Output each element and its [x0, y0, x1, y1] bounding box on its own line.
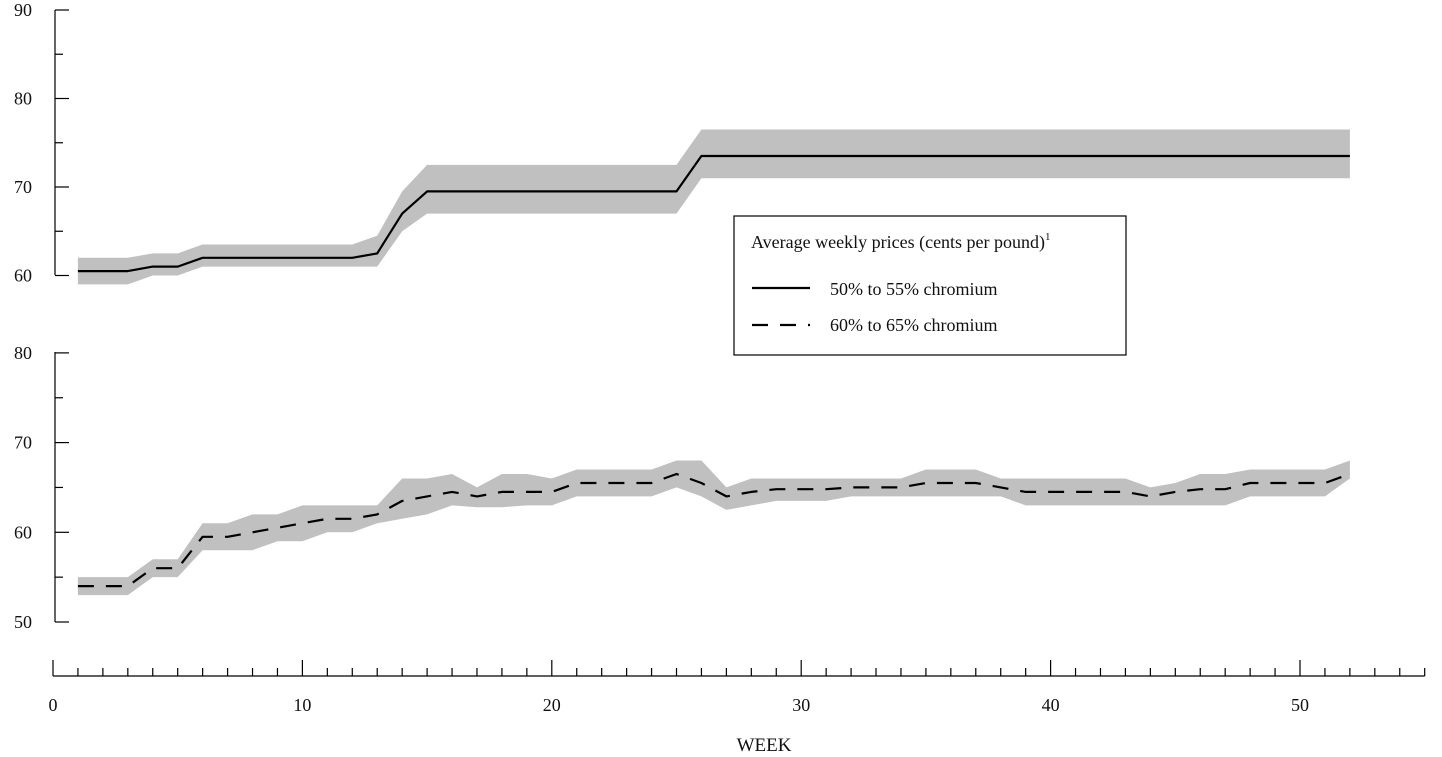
legend-item-60-65: 60% to 65% chromium — [830, 315, 997, 335]
top-panel: 60 70 80 90 — [14, 0, 1350, 286]
y-tick-label: 90 — [14, 0, 32, 20]
legend-item-50-55: 50% to 55% chromium — [830, 279, 997, 299]
series-line-60-65 — [77, 472, 1351, 588]
range-band-60-65 — [77, 460, 1350, 596]
y-tick-label: 70 — [14, 433, 32, 453]
y-tick-label: 60 — [14, 522, 32, 542]
legend-title-footnote: 1 — [1045, 231, 1051, 243]
legend-title: Average weekly prices (cents per pound)1 — [751, 231, 1051, 253]
x-tick-label: 40 — [1042, 695, 1060, 715]
range-band-50-55 — [77, 129, 1350, 285]
x-tick-label: 0 — [49, 695, 58, 715]
x-axis: 0 10 20 30 40 50 — [49, 660, 1426, 715]
x-tick-label: 30 — [792, 695, 810, 715]
y-tick-label: 50 — [14, 612, 32, 632]
legend-box — [733, 215, 1127, 356]
bottom-panel: 50 60 70 80 — [14, 343, 1351, 632]
series-line-50-55 — [77, 154, 1350, 273]
x-tick-label: 10 — [293, 695, 311, 715]
x-tick-label: 50 — [1291, 695, 1309, 715]
x-axis-title: WEEK — [737, 735, 792, 756]
y-tick-label: 70 — [14, 177, 32, 197]
y-tick-label: 80 — [14, 89, 32, 109]
y-tick-label: 80 — [14, 343, 32, 363]
x-tick-label: 20 — [543, 695, 561, 715]
legend-title-text: Average weekly prices (cents per pound) — [751, 232, 1045, 253]
legend: Average weekly prices (cents per pound)1… — [733, 215, 1127, 356]
y-tick-label: 60 — [14, 266, 32, 286]
